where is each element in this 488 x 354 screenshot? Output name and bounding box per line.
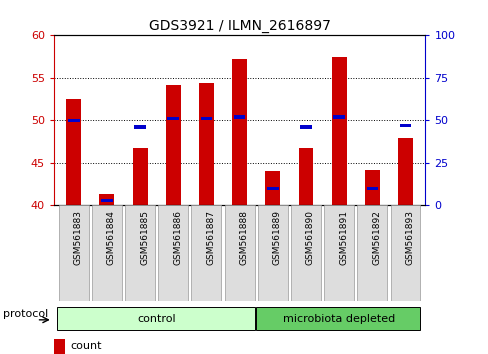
Text: GSM561885: GSM561885 <box>140 210 149 265</box>
Bar <box>265 171 280 205</box>
Text: GSM561891: GSM561891 <box>339 210 347 265</box>
FancyBboxPatch shape <box>224 205 254 301</box>
Text: GSM561890: GSM561890 <box>305 210 314 265</box>
FancyBboxPatch shape <box>257 205 287 301</box>
Bar <box>397 138 412 205</box>
FancyBboxPatch shape <box>390 205 420 301</box>
Text: GSM561886: GSM561886 <box>173 210 182 265</box>
Text: GSM561893: GSM561893 <box>405 210 414 265</box>
Bar <box>99 194 114 205</box>
Bar <box>300 125 311 129</box>
Bar <box>101 199 112 202</box>
FancyBboxPatch shape <box>324 205 353 301</box>
Text: GSM561888: GSM561888 <box>239 210 248 265</box>
Bar <box>132 148 147 205</box>
FancyBboxPatch shape <box>125 205 155 301</box>
FancyBboxPatch shape <box>158 205 188 301</box>
Text: GSM561883: GSM561883 <box>74 210 82 265</box>
Text: GSM561884: GSM561884 <box>107 210 116 265</box>
Bar <box>167 117 179 120</box>
Bar <box>134 125 145 129</box>
Text: GSM561892: GSM561892 <box>371 210 381 265</box>
Text: count: count <box>70 341 102 352</box>
Text: GSM561889: GSM561889 <box>272 210 281 265</box>
Text: microbiota depleted: microbiota depleted <box>283 314 394 324</box>
FancyBboxPatch shape <box>57 307 254 330</box>
Bar <box>399 124 410 127</box>
FancyBboxPatch shape <box>256 307 420 330</box>
FancyBboxPatch shape <box>59 205 88 301</box>
Bar <box>66 99 81 205</box>
Text: control: control <box>137 314 176 324</box>
Bar <box>331 57 346 205</box>
FancyBboxPatch shape <box>290 205 320 301</box>
FancyBboxPatch shape <box>191 205 221 301</box>
Title: GDS3921 / ILMN_2616897: GDS3921 / ILMN_2616897 <box>148 19 330 33</box>
Bar <box>366 187 377 190</box>
FancyBboxPatch shape <box>357 205 386 301</box>
Bar <box>54 339 65 354</box>
Bar <box>298 148 313 205</box>
Bar <box>333 115 344 119</box>
Bar <box>165 85 181 205</box>
Bar <box>233 115 245 119</box>
FancyBboxPatch shape <box>92 205 122 301</box>
Bar <box>232 59 246 205</box>
Bar <box>200 117 212 120</box>
Text: protocol: protocol <box>3 309 48 319</box>
Bar <box>199 83 213 205</box>
Text: GSM561887: GSM561887 <box>206 210 215 265</box>
Bar <box>68 119 80 122</box>
Bar <box>364 170 379 205</box>
Bar <box>266 187 278 190</box>
